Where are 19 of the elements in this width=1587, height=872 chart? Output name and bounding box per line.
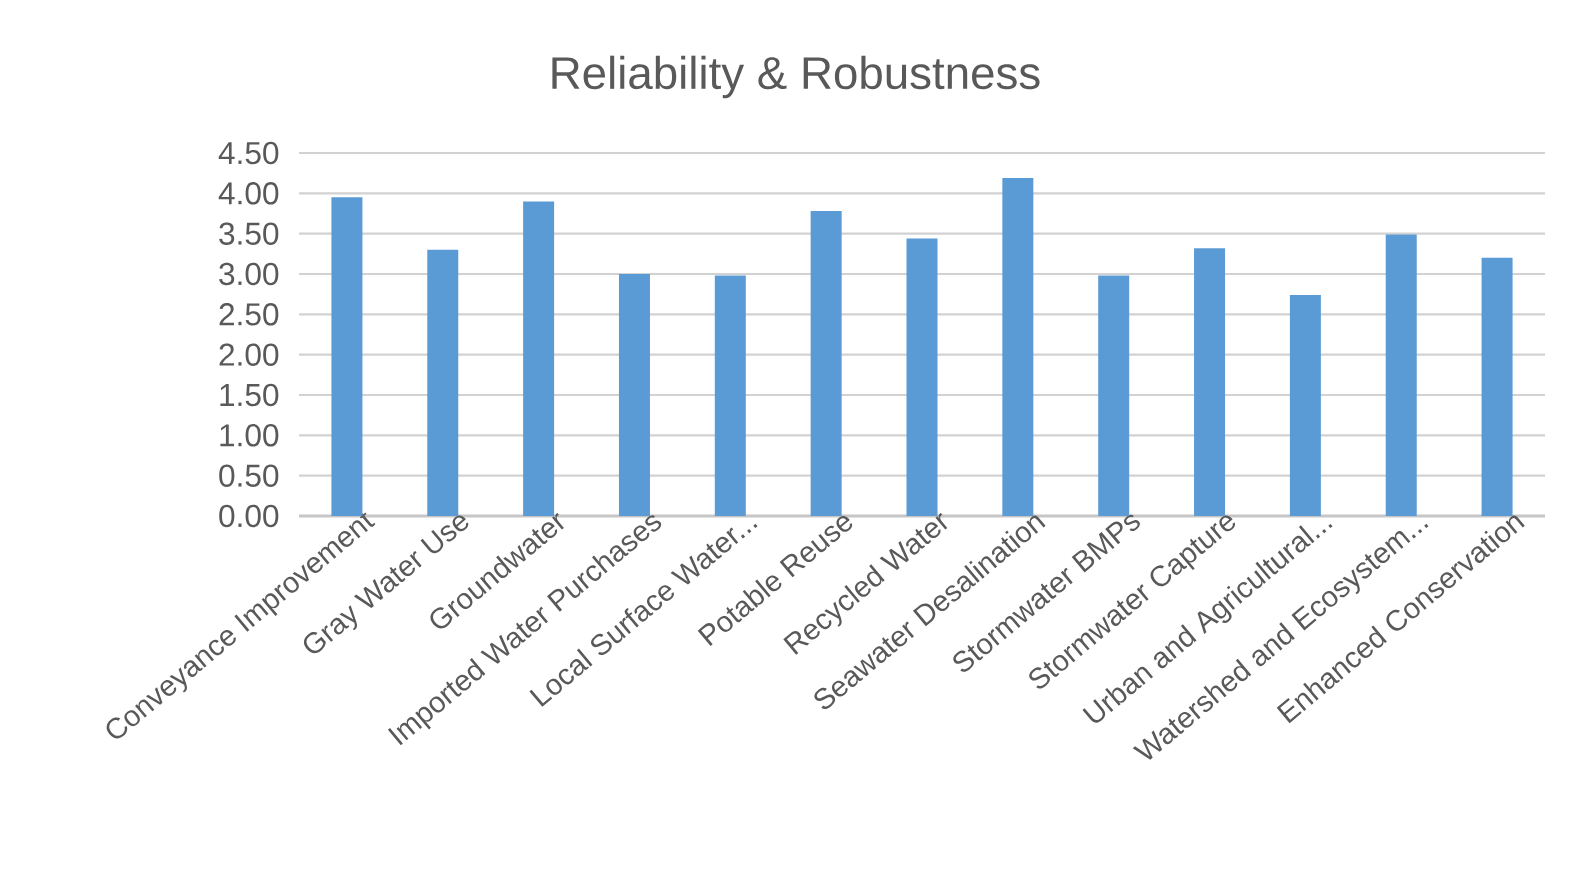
bar [618,274,650,516]
y-tick-label: 4.00 [218,182,279,205]
y-tick-label: 1.00 [220,424,279,447]
chart-title: Reliability & Robustness [552,55,1040,99]
bar [1289,294,1321,516]
bar [1002,178,1034,516]
bar [714,275,746,516]
bar [810,211,842,516]
bar [1098,275,1130,516]
bar [1385,234,1417,516]
y-tick-label: 0.50 [219,464,279,487]
bar [1194,248,1226,516]
y-tick-label: 2.00 [219,343,279,366]
bar [1481,257,1513,516]
y-tick-label: 2.50 [219,303,279,326]
y-tick-label: 3.00 [219,262,279,286]
y-tick-label: 4.50 [218,141,279,165]
y-tick-label: 3.50 [219,222,279,245]
y-tick-label: 1.50 [220,383,279,407]
